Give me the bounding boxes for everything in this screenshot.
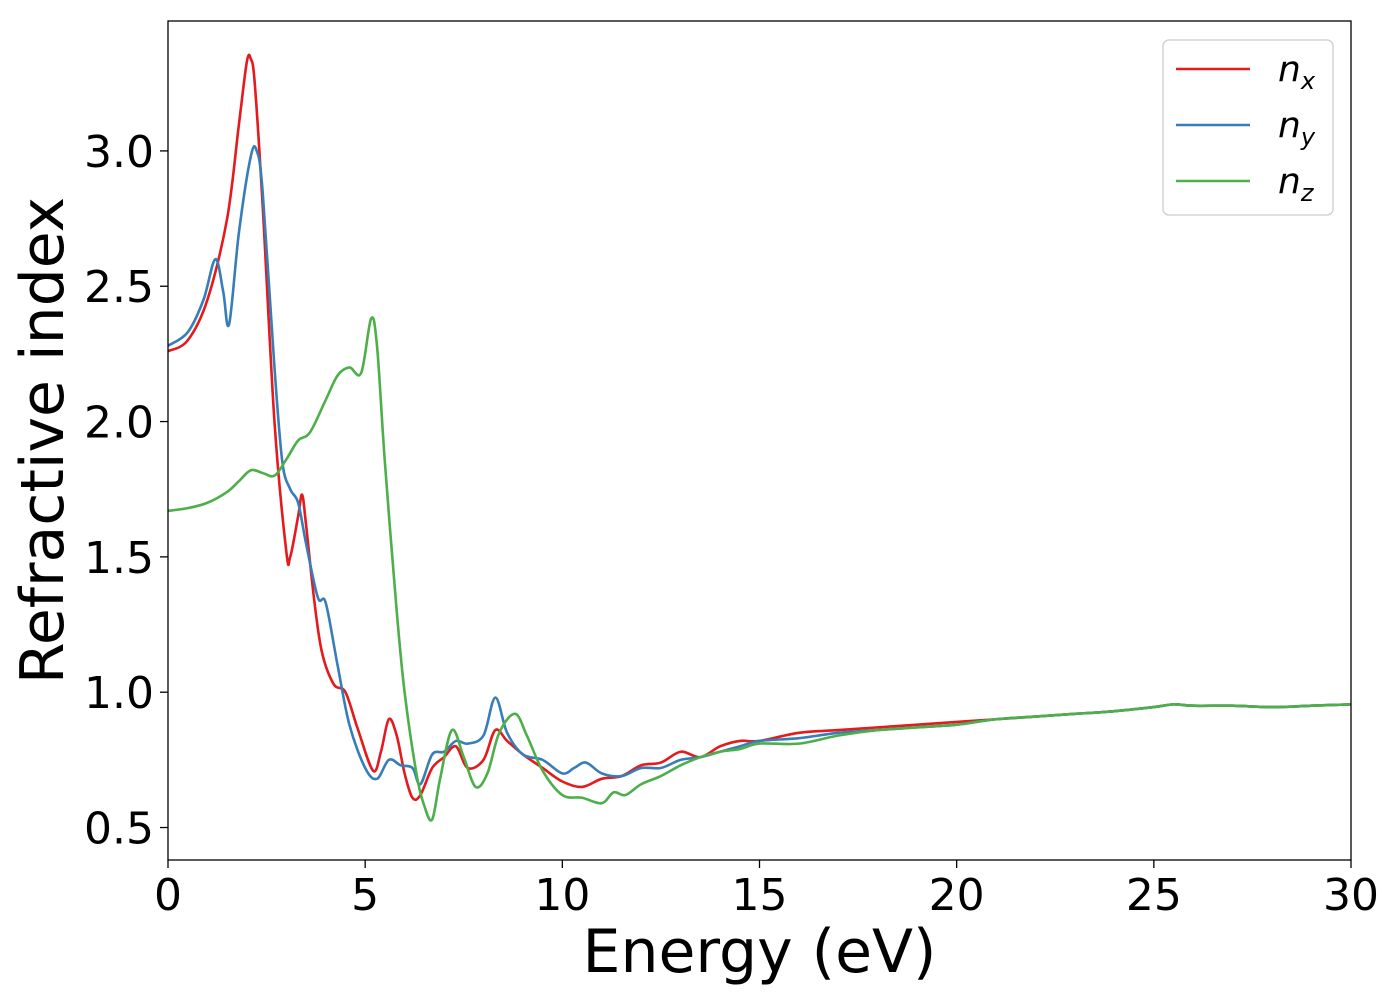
legend: nx ny nz	[1162, 39, 1334, 216]
legend-entry-x: nx	[1176, 49, 1316, 95]
x-tick-label: 5	[351, 870, 379, 921]
legend-entry-y: ny	[1176, 105, 1316, 151]
x-tick-label: 10	[534, 870, 590, 921]
series-line-z	[168, 316, 1351, 822]
y-tick-label: 1.5	[84, 533, 154, 584]
x-axis-title: Energy (eV)	[583, 917, 937, 987]
y-tick-label: 1.0	[84, 668, 154, 719]
x-tick-label: 20	[929, 870, 985, 921]
legend-label: nz	[1278, 161, 1315, 207]
legend-box	[1162, 39, 1334, 216]
plot-lines	[168, 53, 1351, 822]
y-axis-ticks: 0.5 1.0 1.5 2.0 2.5 3.0	[84, 127, 168, 855]
x-tick-label: 15	[732, 870, 788, 921]
x-axis-ticks: 0 5 10 15 20 25 30	[154, 860, 1379, 921]
y-tick-label: 0.5	[84, 804, 154, 855]
legend-label: nx	[1278, 49, 1316, 95]
y-tick-label: 3.0	[84, 127, 154, 178]
x-tick-label: 25	[1126, 870, 1182, 921]
x-tick-label: 0	[154, 870, 182, 921]
y-tick-label: 2.0	[84, 398, 154, 449]
legend-entry-z: nz	[1176, 161, 1315, 207]
x-tick-label: 30	[1323, 870, 1379, 921]
y-tick-label: 2.5	[84, 262, 154, 313]
y-axis-title: Refractive index	[8, 197, 78, 684]
legend-label: ny	[1278, 105, 1316, 151]
